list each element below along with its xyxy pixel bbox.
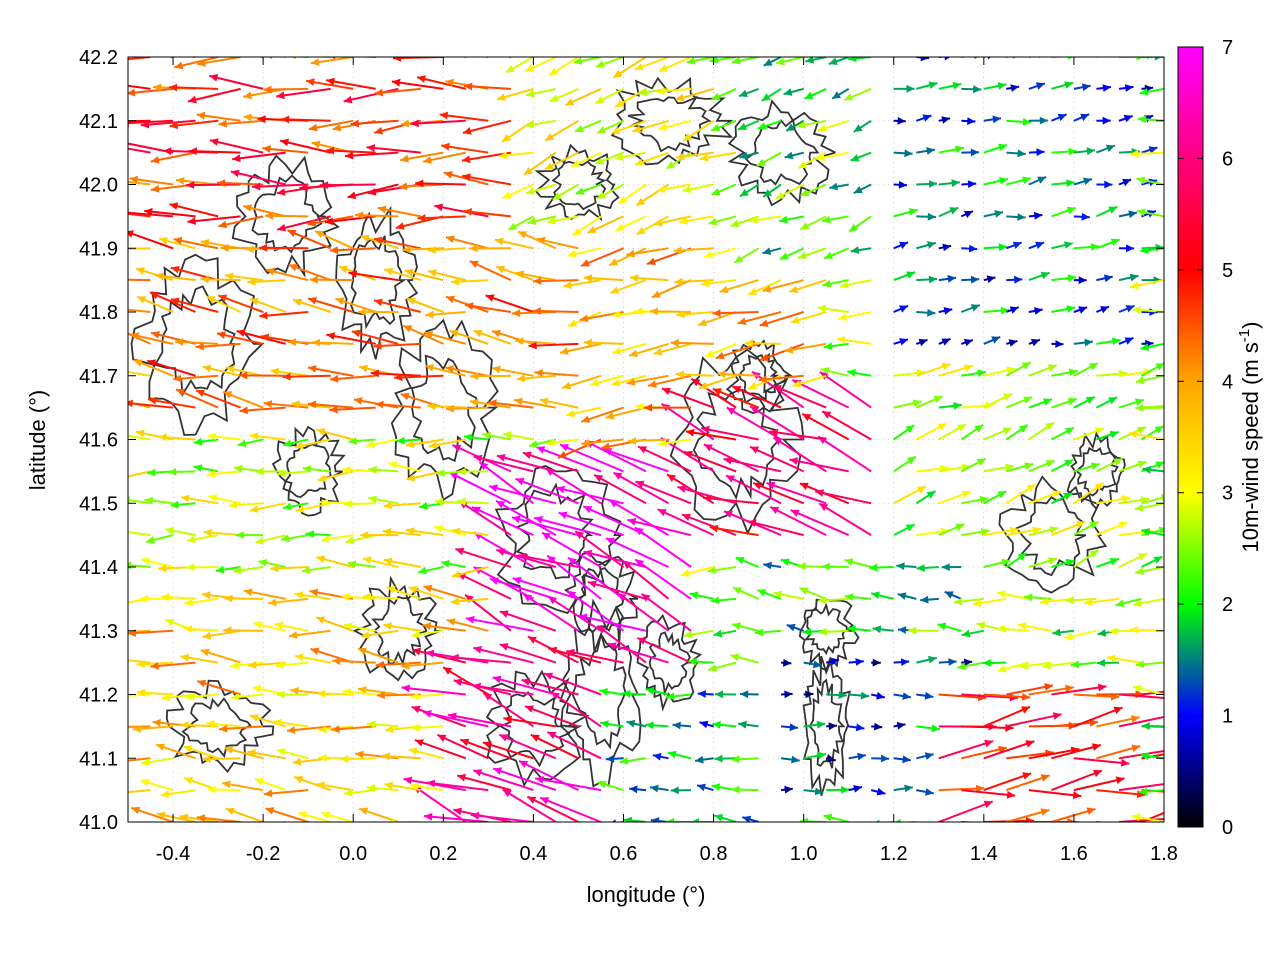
wind-arrow xyxy=(345,43,399,57)
wind-arrow xyxy=(403,822,443,830)
y-tick-label: 41.1 xyxy=(79,748,118,770)
x-tick-label: 0.6 xyxy=(610,843,638,865)
y-tick-label: 41.5 xyxy=(79,493,118,515)
wind-arrow xyxy=(1096,822,1149,830)
y-tick-label: 41.3 xyxy=(79,621,118,643)
colorbar-tick-label: 5 xyxy=(1222,260,1233,282)
colorbar-gradient xyxy=(1178,47,1203,827)
y-tick-label: 42.0 xyxy=(79,175,118,197)
wind-arrow xyxy=(341,822,376,830)
y-tick-label: 41.0 xyxy=(79,812,118,834)
wind-arrow xyxy=(100,470,128,478)
colorbar: 0 1 2 3 4 5 6 7 10m-wind speed (m s-1) xyxy=(1178,37,1263,839)
colorbar-tick-label: 2 xyxy=(1222,594,1233,616)
x-tick-label: 1.8 xyxy=(1150,843,1178,865)
y-tick-label: 41.6 xyxy=(79,430,118,452)
y-tick-label: 41.9 xyxy=(79,238,118,260)
wind-arrow xyxy=(78,88,128,96)
colorbar-title-sup: -1 xyxy=(1236,329,1253,342)
x-tick-label: 0.8 xyxy=(700,843,728,865)
colorbar-tick-label: 7 xyxy=(1222,37,1233,59)
wind-arrow xyxy=(144,47,196,58)
colorbar-tick-label: 1 xyxy=(1222,706,1233,728)
y-tick-label: 42.2 xyxy=(79,47,118,69)
wind-arrow xyxy=(78,202,128,216)
wind-arrow xyxy=(837,822,871,830)
y-axis-title: latitude (°) xyxy=(25,390,50,491)
wind-arrow xyxy=(95,658,128,666)
x-tick-label: 0.2 xyxy=(429,843,457,865)
wind-arrow xyxy=(79,404,128,412)
wind-arrow xyxy=(92,530,128,538)
wind-arrow xyxy=(375,47,421,57)
colorbar-title: 10m-wind speed (m s-1) xyxy=(1236,322,1263,553)
x-tick-label: 1.4 xyxy=(970,843,998,865)
wind-arrow xyxy=(80,150,128,158)
wind-arrow xyxy=(440,45,488,57)
wind-arrow xyxy=(773,822,804,831)
y-tick-label: 41.7 xyxy=(79,366,118,388)
wind-arrow xyxy=(122,47,173,57)
y-tick-label: 41.2 xyxy=(79,685,118,707)
wind-arrow xyxy=(1096,48,1119,57)
colorbar-title-main: 10m-wind speed (m s xyxy=(1238,342,1263,552)
x-tick-label: 0.0 xyxy=(339,843,367,865)
x-tick-label: 1.0 xyxy=(790,843,818,865)
wind-arrow xyxy=(749,822,781,832)
x-tick-label: -0.2 xyxy=(246,843,280,865)
wind-arrow xyxy=(87,783,128,791)
colorbar-tick-label: 0 xyxy=(1222,817,1233,839)
x-tick-label: 0.4 xyxy=(519,843,547,865)
wind-arrow xyxy=(95,718,128,726)
colorbar-tick-label: 6 xyxy=(1222,148,1233,170)
x-tick-label: -0.4 xyxy=(156,843,190,865)
colorbar-title-close: ) xyxy=(1238,322,1263,329)
wind-arrow xyxy=(418,45,466,57)
wind-arrow xyxy=(91,273,128,281)
wind-arrow xyxy=(84,342,128,350)
colorbar-tick-label: 4 xyxy=(1222,371,1233,393)
wind-arrow xyxy=(1074,48,1092,57)
x-tick-label: 1.2 xyxy=(880,843,908,865)
y-tick-label: 42.1 xyxy=(79,111,118,133)
wind-arrow xyxy=(456,44,511,57)
colorbar-tick-label: 3 xyxy=(1222,483,1233,505)
wind-arrow xyxy=(216,48,263,57)
y-tick-label: 41.8 xyxy=(79,302,118,324)
x-tick-label: 1.6 xyxy=(1060,843,1088,865)
x-axis-title: longitude (°) xyxy=(587,882,706,907)
wind-arrow xyxy=(84,588,128,599)
y-tick-label: 41.4 xyxy=(79,557,118,579)
wind-arrow xyxy=(242,47,285,57)
